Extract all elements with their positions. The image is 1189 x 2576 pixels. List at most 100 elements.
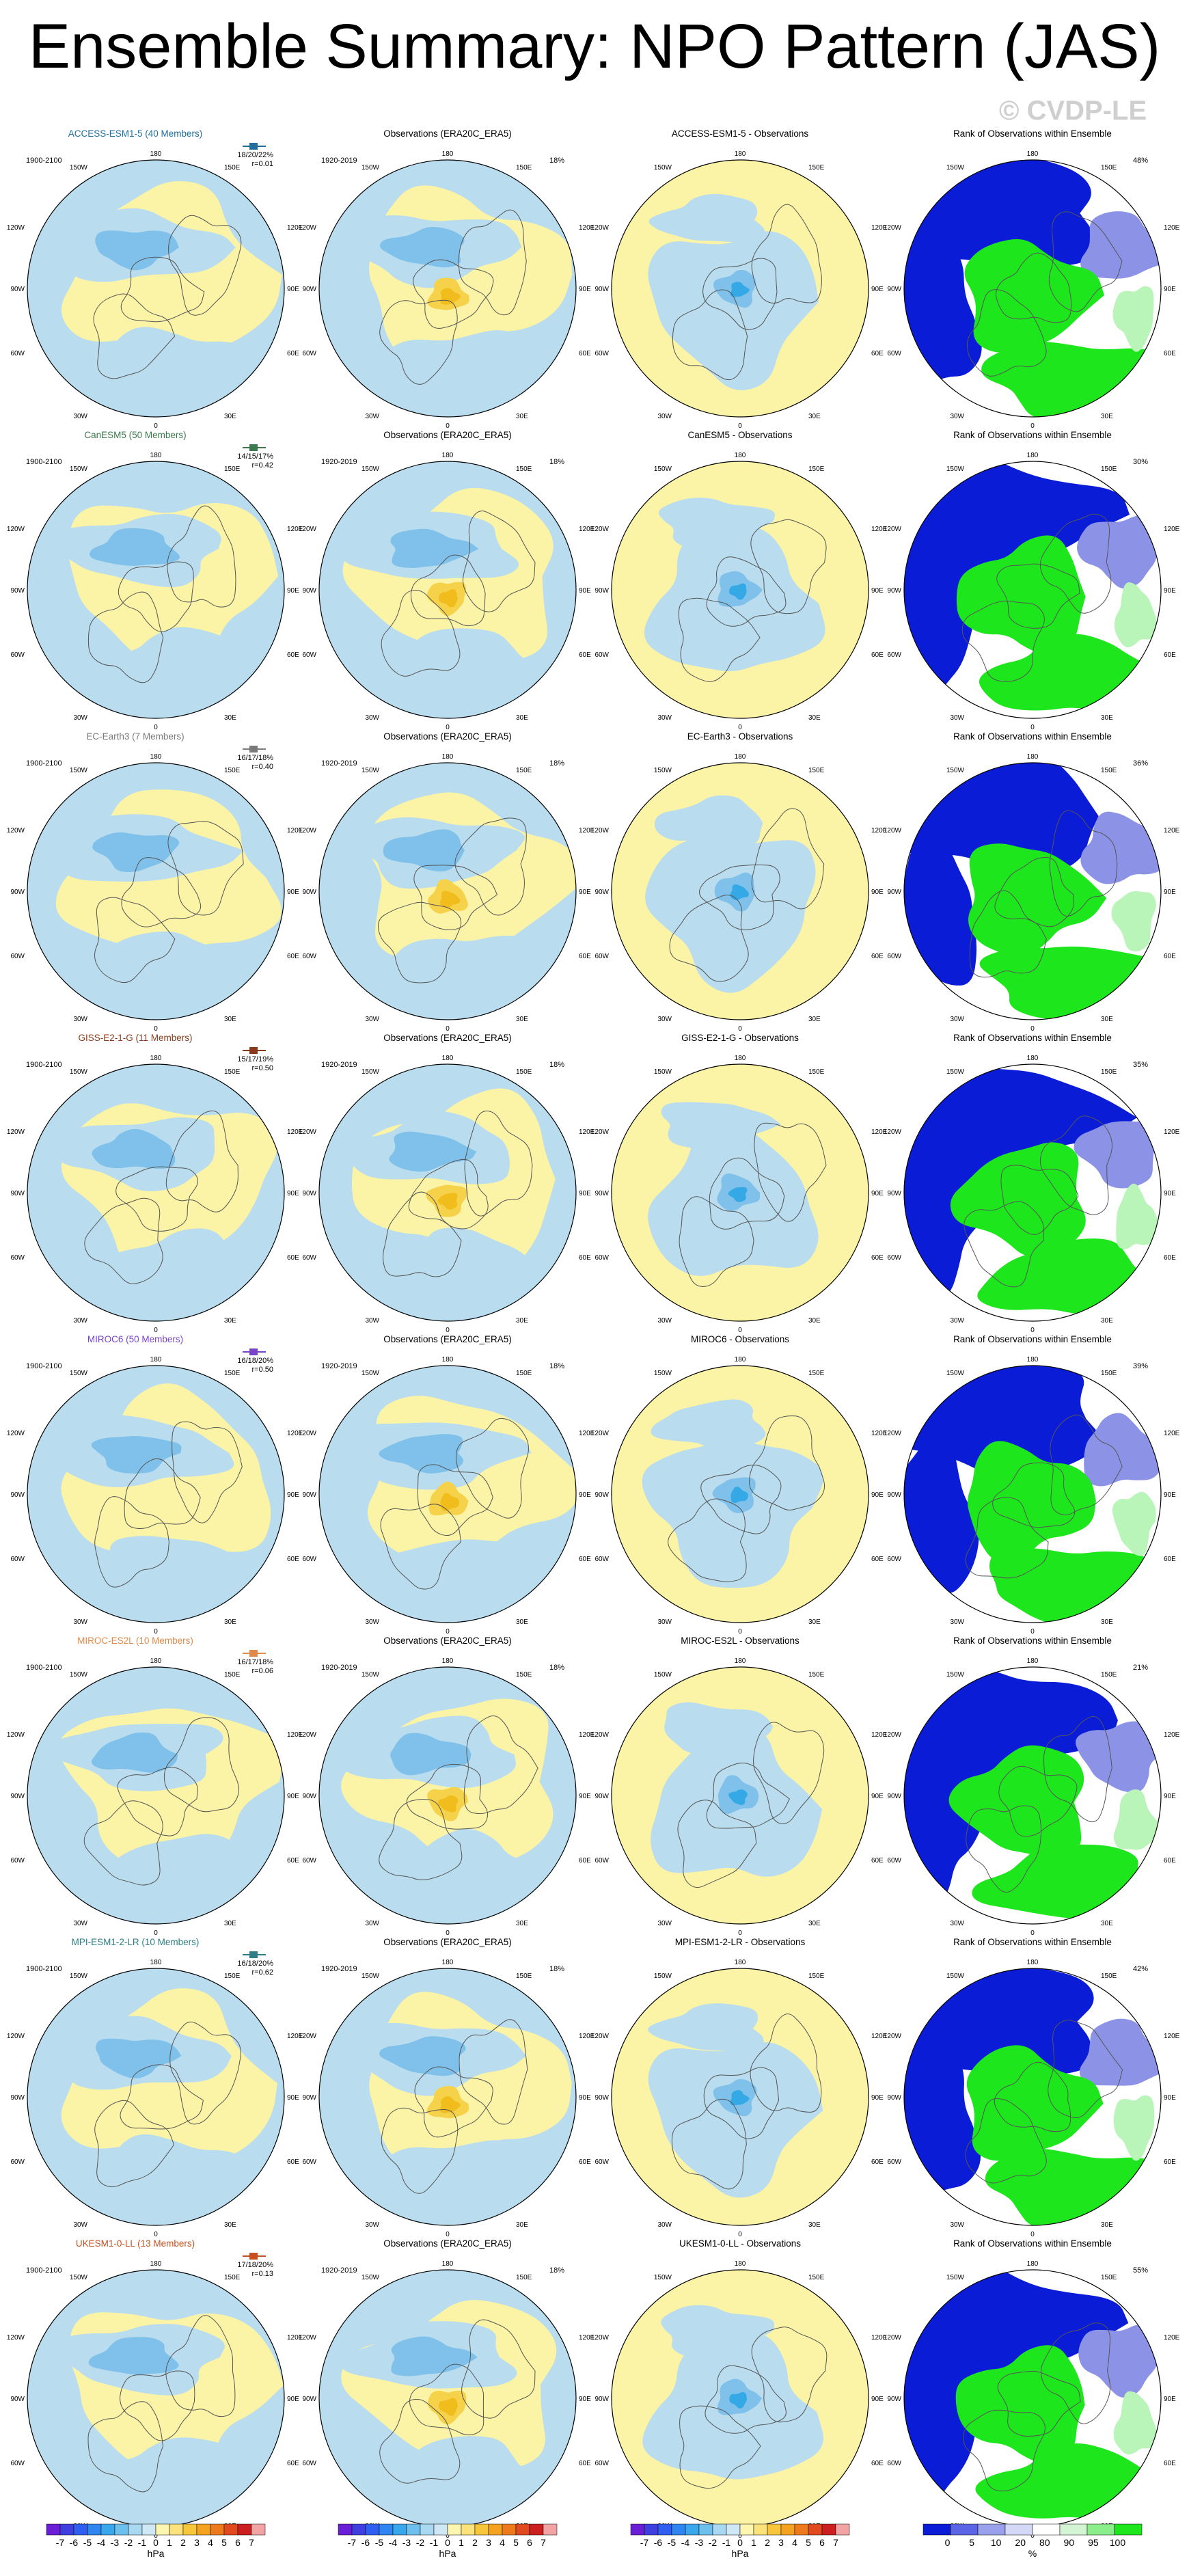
longitude-label: 120E [287, 2334, 303, 2342]
colorbar-swatch [977, 2523, 1006, 2536]
longitude-label: 60W [10, 2460, 25, 2467]
positive-anomaly [437, 1193, 458, 1210]
variance-stats: 16/18/20% [237, 1960, 273, 1968]
rank-title: Rank of Observations within Ensemble [953, 1033, 1112, 1043]
obs-panel: Observations (ERA20C_ERA5) 1920-2019 18% 18… [299, 1334, 595, 1636]
colorbar-tick: 4 [792, 2537, 797, 2548]
coastline [1048, 2020, 1123, 2119]
variance-stats: 16/17/18% [237, 754, 273, 762]
negative-anomaly [730, 1487, 749, 1504]
coastline [459, 2019, 528, 2125]
coastline [165, 2315, 236, 2417]
longitude-label: 60E [1164, 350, 1176, 357]
coastline [167, 821, 244, 916]
longitude-label: 30E [1101, 413, 1113, 420]
map-frame [27, 1365, 285, 1623]
difference-title: GISS-E2-1-G - Observations [681, 1033, 799, 1043]
coastline [1039, 513, 1112, 614]
longitude-label: 120E [287, 2033, 303, 2040]
longitude-label: 90W [10, 2094, 25, 2102]
difference-title: MPI-ESM1-2-LR - Observations [675, 1937, 806, 1947]
map-frame [318, 461, 577, 719]
colorbar-swatch [87, 2523, 102, 2536]
coastline [93, 293, 176, 379]
longitude-label: 30E [1101, 1920, 1113, 1927]
coastline [413, 865, 498, 931]
coastline [998, 1765, 1078, 1837]
obs-panel: Observations (ERA20C_ERA5) 1920-2019 18% 18… [299, 1033, 595, 1334]
stats-box [249, 2253, 258, 2260]
longitude-label: 60E [287, 651, 299, 659]
map-field [27, 160, 284, 417]
longitude-label: 0 [446, 724, 450, 731]
variance-stats: 14/15/17% [237, 452, 273, 461]
colorbar-tick: 95 [1088, 2537, 1099, 2548]
negative-anomaly [380, 227, 465, 268]
longitude-label: 180 [1027, 1657, 1039, 1665]
colorbar-swatch [379, 2523, 394, 2536]
coastline [992, 1462, 1076, 1528]
longitude-label: 120W [299, 1731, 317, 1739]
colorbar-swatch [644, 2523, 659, 2536]
longitude-label: 90E [579, 587, 591, 595]
longitude-label: 60W [10, 1254, 25, 1262]
longitude-label: 120E [1164, 1731, 1180, 1739]
longitude-label: 150W [946, 2274, 965, 2281]
obs-variance: 18% [549, 1061, 564, 1069]
coastline [463, 1715, 538, 1815]
map-frame [611, 1968, 869, 2226]
longitude-label: 60W [594, 2158, 609, 2166]
longitude-label: 60E [871, 1857, 884, 1865]
coastline [118, 561, 194, 632]
longitude-label: 60W [302, 2460, 316, 2467]
longitude-label: 150W [654, 164, 672, 172]
obs-variance: 18% [549, 458, 564, 466]
coastline [1049, 810, 1118, 917]
rank-percent: 39% [1133, 1362, 1148, 1370]
longitude-label: 120E [287, 526, 303, 533]
model-panel: MIROC-ES2L (10 Members) 1900-2100 16/17/18… [7, 1636, 303, 1937]
coastline [751, 808, 825, 910]
coastline [700, 1465, 782, 1534]
difference-panel: UKESM1-0-LL - Observations 180 150W 150E 120… [591, 2238, 888, 2540]
positive-anomaly [440, 1493, 460, 1511]
longitude-label: 90E [871, 286, 884, 293]
longitude-label: 180 [735, 753, 746, 761]
rank-panel: Rank of Observations within Ensemble 42% 1… [884, 1937, 1180, 2238]
longitude-label: 0 [1030, 1327, 1035, 1334]
positive-anomaly [439, 2398, 459, 2416]
longitude-label: 60W [887, 2460, 901, 2467]
colorbar-swatch [474, 2523, 489, 2536]
longitude-label: 90E [1164, 2094, 1176, 2102]
difference-title: CanESM5 - Observations [687, 430, 792, 440]
longitude-label: 90W [302, 1793, 316, 1800]
longitude-label: 150E [516, 1370, 532, 1377]
rank-percent: 48% [1133, 157, 1148, 165]
coastline [124, 1458, 201, 1530]
longitude-label: 180 [735, 452, 746, 459]
longitude-label: 150W [946, 465, 965, 473]
model-title: MPI-ESM1-2-LR (10 Members) [72, 1937, 200, 1947]
colorbar-swatch [543, 2523, 558, 2536]
map-frame [27, 1063, 285, 1322]
longitude-label: 0 [154, 422, 158, 430]
obs-period: 1920-2019 [321, 2266, 357, 2275]
coastline [380, 1504, 461, 1590]
negative-anomaly [107, 327, 257, 417]
longitude-label: 60E [871, 1254, 884, 1262]
longitude-label: 30E [224, 714, 236, 722]
model-panel: MIROC6 (50 Members) 1900-2100 16/18/20%r=0… [7, 1334, 303, 1636]
longitude-label: 180 [735, 1959, 746, 1966]
longitude-label: 0 [154, 1025, 158, 1033]
longitude-label: 150W [654, 1068, 672, 1076]
difference-panel: MIROC6 - Observations 180 150W 150E 120W 120E… [591, 1334, 888, 1636]
longitude-label: 90E [579, 286, 591, 293]
longitude-label: 150E [1101, 1671, 1117, 1679]
negative-anomaly [645, 838, 816, 993]
colorbar-tick: 2 [180, 2537, 186, 2548]
longitude-label: 0 [1030, 724, 1035, 731]
coastline [463, 511, 536, 612]
longitude-label: 120W [299, 827, 317, 835]
longitude-label: 120W [7, 1430, 25, 1437]
